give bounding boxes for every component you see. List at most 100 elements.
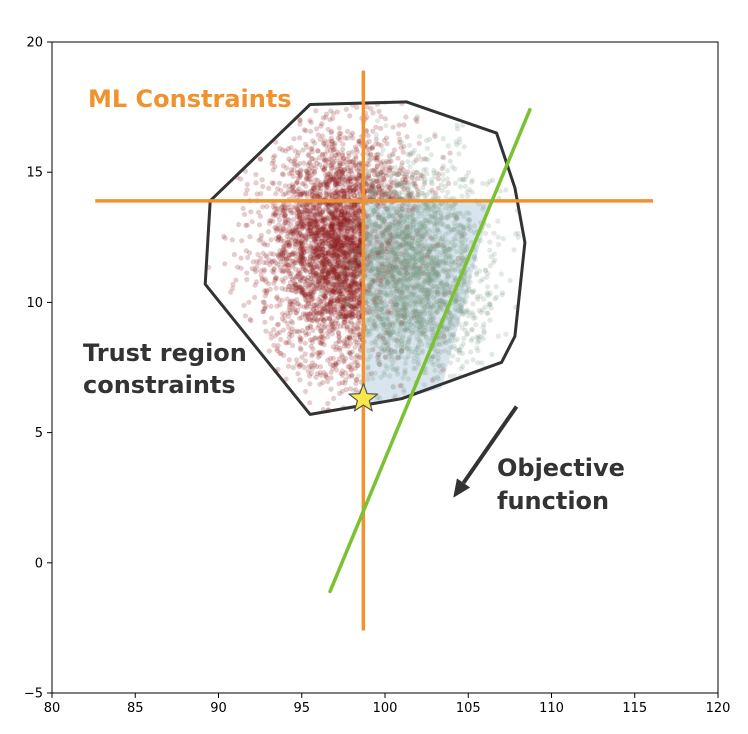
data-point [289,263,295,269]
data-point [287,273,294,279]
data-point [368,106,374,112]
data-point [261,288,268,294]
data-point [315,278,321,285]
data-point [285,255,291,262]
data-point [297,231,303,237]
data-point [346,283,352,289]
data-point [307,256,313,262]
data-point [263,290,270,296]
data-point [348,178,354,184]
data-point [278,351,284,357]
data-point [328,304,334,310]
data-point [379,263,385,269]
data-point [333,265,339,271]
data-point [351,201,357,207]
data-point [310,351,316,357]
data-point [295,213,301,219]
data-point [413,157,419,163]
data-point [343,355,349,361]
data-point [329,331,335,337]
data-point [283,243,289,249]
data-point [317,370,323,376]
data-point [387,167,393,173]
data-point [349,349,355,355]
data-point [381,137,387,143]
data-point [329,210,335,216]
data-point [289,258,295,264]
data-point [309,248,315,254]
data-point [323,373,329,379]
data-point [304,211,310,217]
data-point [310,255,316,261]
data-point [391,257,397,263]
data-point [311,269,317,275]
data-point [337,294,343,300]
data-point [305,152,311,159]
data-point [335,244,341,250]
data-point [390,124,396,130]
data-point [319,246,326,253]
data-point [326,306,332,312]
data-point [296,208,302,214]
data-point [306,300,312,306]
data-point [337,174,343,181]
data-point [309,301,315,307]
data-point [322,309,328,315]
data-point [307,176,313,182]
data-point [342,255,348,262]
data-point [347,313,353,319]
data-point [309,149,315,155]
data-point [386,310,392,316]
data-point [384,249,390,255]
data-point [275,252,281,258]
data-point [338,290,344,296]
data-point [291,251,297,257]
data-point [325,273,332,279]
data-point [294,210,300,216]
data-point [347,302,353,308]
data-point [386,373,393,379]
data-point [296,209,302,215]
data-point [305,325,311,331]
data-point [311,272,317,278]
data-point [312,224,318,230]
data-point [336,356,342,362]
data-point [344,236,350,242]
data-point [356,208,362,214]
data-point [307,262,314,268]
data-point [314,250,320,256]
data-point [337,232,343,238]
data-point [334,242,340,249]
data-point [297,220,303,226]
data-point [331,202,337,209]
data-point [289,326,295,332]
data-point [345,218,351,224]
data-point [315,148,321,154]
data-point [430,189,436,195]
data-point [426,248,433,254]
data-point [351,277,357,283]
data-point [351,175,357,181]
data-point [388,182,394,188]
data-point [331,238,337,244]
data-point [350,187,357,193]
data-point [336,258,342,264]
data-point [310,245,316,251]
data-point [356,321,362,327]
data-point [367,252,373,258]
data-point [306,262,312,268]
data-point [339,279,345,285]
data-point [349,372,355,378]
data-point [342,296,348,302]
data-point [354,104,360,110]
data-point [300,215,306,221]
data-point [271,180,277,186]
data-point [311,187,317,193]
data-point [342,249,348,255]
data-point [277,209,283,215]
data-point [312,245,318,251]
data-point [257,156,263,162]
data-point [324,280,330,286]
data-point [364,114,370,120]
data-point [350,222,356,228]
